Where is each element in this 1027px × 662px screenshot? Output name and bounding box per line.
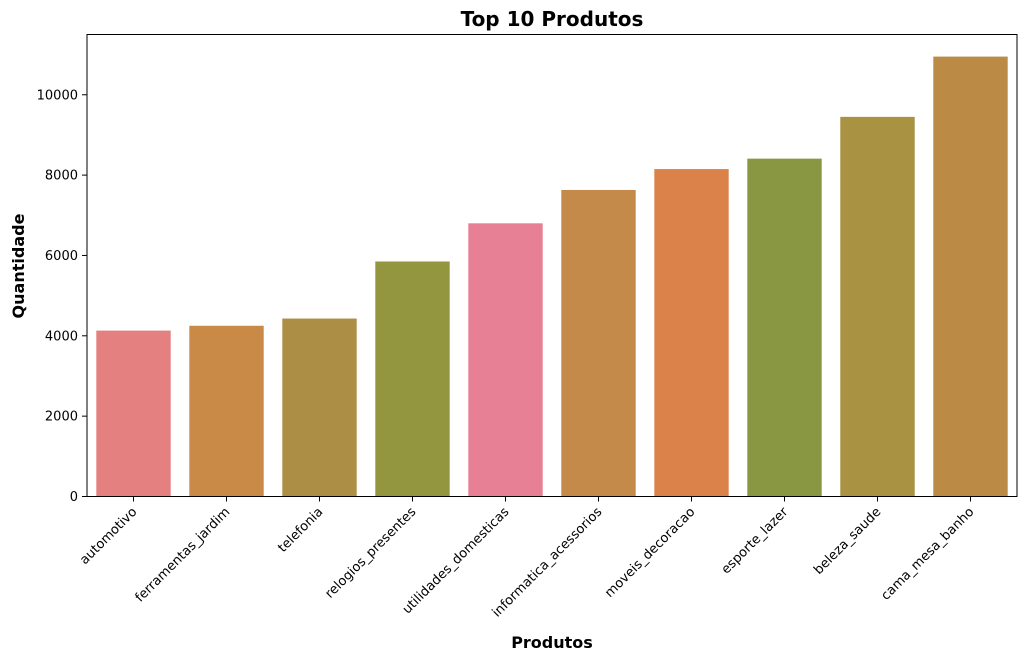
x-tick-label: moveis_decoracao: [602, 505, 698, 601]
bar-informatica_acessorios: [561, 189, 636, 497]
x-tick-label: esporte_lazer: [719, 504, 792, 577]
chart-title: Top 10 Produtos: [461, 7, 644, 31]
bar-esporte_lazer: [747, 158, 822, 497]
bar-moveis_decoracao: [654, 169, 729, 497]
y-tick-label: 4000: [45, 329, 78, 344]
bar-telefonia: [282, 318, 357, 497]
bar-cama_mesa_banho: [933, 56, 1008, 497]
bar-beleza_saude: [840, 116, 915, 497]
x-tick-label: informatica_acessorios: [490, 505, 606, 621]
bar-automotivo: [96, 330, 171, 497]
bar-relogios_presentes: [375, 261, 450, 497]
y-tick-label: 8000: [45, 169, 78, 184]
y-tick-label: 2000: [45, 410, 78, 425]
y-tick-label: 0: [70, 490, 78, 505]
x-tick-label: beleza_saude: [811, 505, 884, 578]
bars-group: [96, 56, 1008, 497]
y-axis-label: Quantidade: [9, 213, 28, 318]
x-tick-label: relogios_presentes: [323, 505, 420, 602]
x-tick-label: automotivo: [77, 505, 140, 568]
y-axis: 0 2000 4000 6000 8000 10000: [37, 88, 87, 505]
bar-utilidades_domesticas: [468, 223, 543, 497]
x-tick-label: ferramentas_jardim: [133, 505, 234, 606]
bar-ferramentas_jardim: [189, 325, 264, 497]
plot-frame: [86, 34, 1018, 497]
x-tick-label: utilidades_domesticas: [400, 505, 513, 618]
y-tick-label: 6000: [45, 249, 78, 264]
x-tick-label: cama_mesa_banho: [878, 505, 977, 604]
x-axis-label: Produtos: [511, 633, 593, 652]
y-tick-label: 10000: [37, 88, 78, 103]
x-tick-label: telefonia: [275, 505, 326, 556]
